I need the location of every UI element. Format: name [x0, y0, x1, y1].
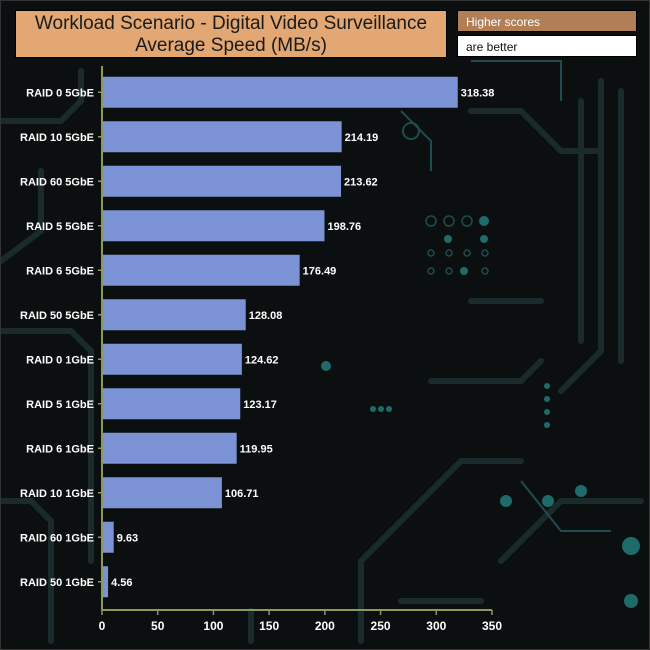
- data-label: 123.17: [243, 399, 277, 411]
- category-label: RAID 10 5GbE: [20, 132, 94, 144]
- bar: [103, 254, 300, 286]
- bar: [103, 521, 114, 553]
- category-label: RAID 50 1GbE: [20, 577, 94, 589]
- chart-title-line1: Workload Scenario - Digital Video Survei…: [34, 13, 428, 34]
- bar: [103, 343, 242, 375]
- bar: [103, 477, 222, 509]
- bar: [103, 165, 342, 197]
- x-tick-label: 50: [151, 619, 165, 633]
- data-label: 106.71: [225, 488, 259, 500]
- category-label: RAID 5 1GbE: [26, 399, 94, 411]
- data-label: 119.95: [240, 443, 273, 455]
- category-label: RAID 5 5GbE: [26, 221, 94, 233]
- bar: [103, 388, 241, 420]
- data-label: 9.63: [117, 532, 138, 544]
- chart-title-line2: Average Speed (MB/s): [135, 35, 327, 56]
- bar: [103, 432, 237, 464]
- category-label: RAID 60 5GbE: [20, 176, 94, 188]
- bar: [103, 121, 342, 153]
- data-label: 4.56: [111, 577, 132, 589]
- data-label: 128.08: [249, 310, 283, 322]
- category-label: RAID 6 5GbE: [26, 265, 94, 277]
- data-label: 214.19: [345, 132, 379, 144]
- category-label: RAID 0 1GbE: [26, 354, 94, 366]
- data-label: 124.62: [245, 354, 279, 366]
- chart-title: Workload Scenario - Digital Video Survei…: [15, 10, 447, 58]
- category-label: RAID 10 1GbE: [20, 488, 94, 500]
- category-label: RAID 6 1GbE: [26, 443, 94, 455]
- data-label: 318.38: [461, 87, 495, 99]
- x-tick-label: 150: [259, 619, 279, 633]
- bar: [103, 210, 325, 242]
- legend-are-better: are better: [457, 35, 637, 57]
- x-tick-label: 0: [99, 619, 106, 633]
- legend-higher-scores: Higher scores: [457, 10, 637, 32]
- bar: [103, 566, 109, 598]
- x-tick-label: 350: [482, 619, 502, 633]
- x-tick-label: 300: [426, 619, 446, 633]
- category-label: RAID 50 5GbE: [20, 310, 94, 322]
- x-tick-label: 200: [315, 619, 335, 633]
- category-label: RAID 0 5GbE: [26, 87, 94, 99]
- data-label: 176.49: [303, 265, 337, 277]
- x-tick-label: 250: [371, 619, 391, 633]
- category-label: RAID 60 1GbE: [20, 532, 94, 544]
- data-label: 213.62: [344, 176, 378, 188]
- bar: [103, 76, 458, 108]
- data-label: 198.76: [327, 221, 361, 233]
- bar: [103, 299, 246, 331]
- x-tick-label: 100: [203, 619, 223, 633]
